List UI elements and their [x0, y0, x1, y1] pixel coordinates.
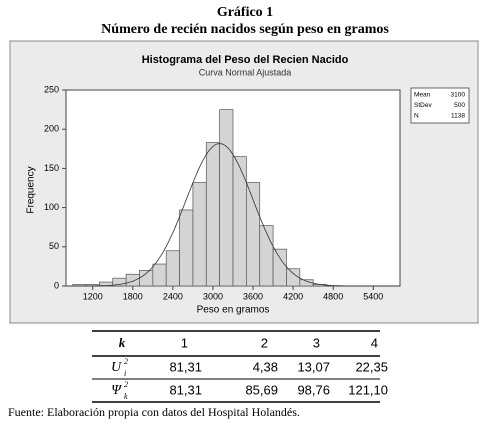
stats-label: StDev	[414, 102, 432, 109]
bar	[125, 273, 140, 287]
table-cell: 22,35	[355, 359, 388, 374]
table-cell: 81,31	[169, 382, 202, 397]
x-tick-label: 4200	[283, 291, 303, 301]
table-header: 2	[261, 335, 268, 350]
bar	[152, 263, 167, 287]
table-header: k	[119, 335, 126, 350]
table-cell: 98,76	[297, 382, 330, 397]
x-axis-label: Peso en gramos	[197, 305, 270, 316]
stats-value: 500	[454, 102, 465, 109]
y-tick-label: 250	[44, 84, 59, 94]
stats-value: 3100	[451, 92, 466, 99]
y-tick-label: 150	[44, 163, 59, 173]
normal-curve	[66, 143, 400, 287]
bar	[139, 269, 154, 287]
table-header: 1	[181, 335, 188, 350]
row-head-sup: 2	[124, 357, 128, 366]
bar	[246, 182, 261, 287]
x-tick-label: 1200	[83, 291, 103, 301]
x-tick-label: 1800	[123, 291, 143, 301]
bar	[165, 250, 180, 287]
y-tick-label: 0	[54, 280, 59, 290]
chart-subtitle: Curva Normal Ajustada	[199, 67, 292, 77]
y-axis-label: Frequency	[26, 166, 37, 213]
table-cell: 81,31	[169, 359, 202, 374]
row-head-sub: k	[124, 392, 128, 401]
bar	[219, 109, 234, 287]
figure-label: Gráfico 1	[217, 5, 273, 20]
stats-value: 1138	[451, 113, 465, 120]
chart-title: Histograma del Peso del Recien Nacido	[142, 54, 349, 66]
row-head-sub: i	[124, 369, 126, 378]
row-head: Ψ	[111, 383, 122, 398]
bar	[192, 182, 207, 287]
table-cell: 4,38	[253, 359, 278, 374]
figure-title: Número de recién nacidos según peso en g…	[101, 22, 389, 37]
bar	[272, 248, 287, 287]
stats-label: Mean	[414, 92, 431, 99]
y-tick-label: 100	[44, 202, 59, 212]
bar	[286, 268, 301, 287]
source-note: Fuente: Elaboración propia con datos del…	[8, 405, 300, 419]
table-cell: 85,69	[245, 382, 278, 397]
x-tick-label: 2400	[163, 291, 183, 301]
bar	[259, 225, 274, 287]
x-tick-label: 3600	[243, 291, 263, 301]
stats-label: N	[414, 113, 419, 120]
x-tick-label: 3000	[203, 291, 223, 301]
histogram: 0 50 100 150 200 250 1200 1800 2400 3000 3600 4200 4…	[44, 84, 465, 301]
table: k 1 2 3 4U 2i 81,31 4,38 13,07 22,35Ψ 2k 81,31 85,69…	[92, 330, 388, 403]
x-tick-label: 4800	[323, 291, 343, 301]
stats-box	[410, 87, 470, 124]
table-header: 4	[371, 335, 378, 350]
table-cell: 121,10	[348, 382, 388, 397]
bar	[232, 156, 247, 287]
bar	[205, 142, 220, 287]
row-head: U	[111, 360, 122, 375]
x-tick-label: 5400	[363, 291, 383, 301]
row-head-sup: 2	[124, 380, 128, 389]
y-tick-label: 50	[49, 241, 59, 251]
bar	[179, 209, 194, 287]
y-tick-label: 200	[44, 124, 59, 134]
table-header: 3	[313, 335, 320, 350]
table-cell: 13,07	[297, 359, 330, 374]
